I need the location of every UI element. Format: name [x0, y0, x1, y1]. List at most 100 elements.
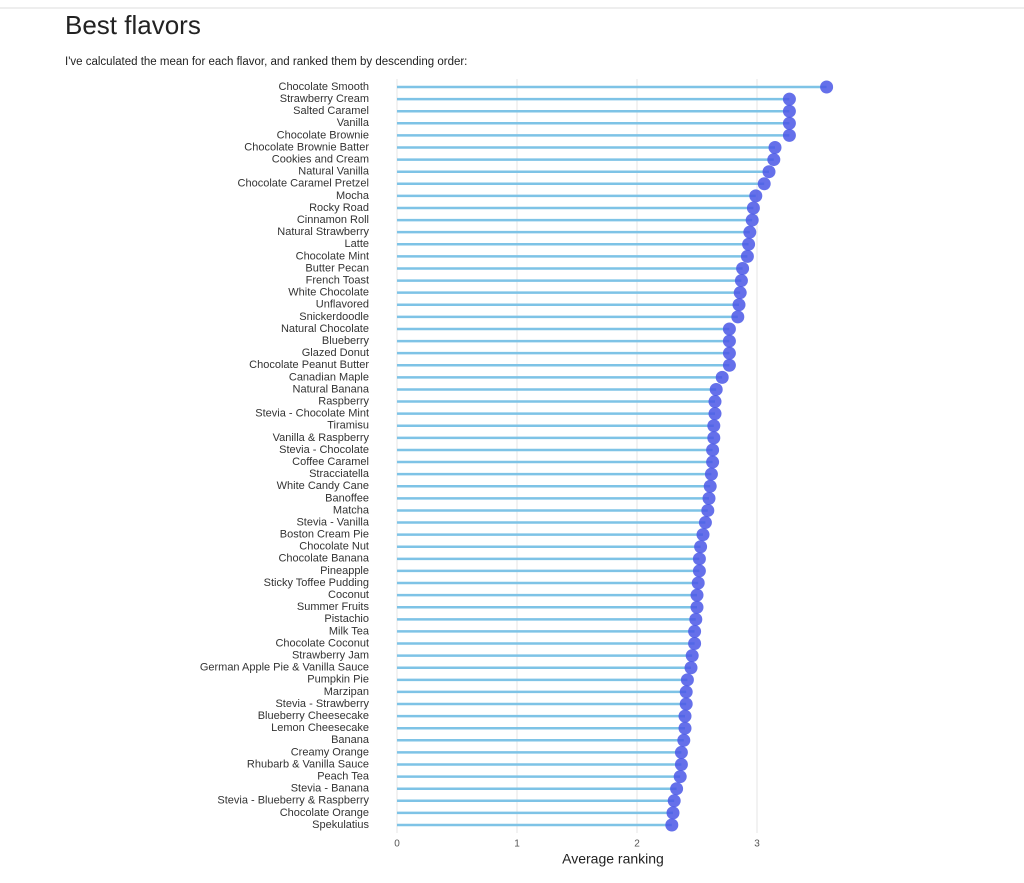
dot	[696, 528, 710, 542]
dot	[782, 128, 796, 142]
category-label: Strawberry Jam	[292, 650, 369, 662]
category-label: Chocolate Coconut	[275, 637, 369, 649]
dot	[722, 358, 736, 372]
category-label: Chocolate Peanut Butter	[249, 359, 369, 371]
dot	[707, 431, 721, 445]
category-label: Unflavored	[316, 299, 369, 311]
category-label: Cinnamon Roll	[297, 214, 369, 226]
dot	[678, 709, 692, 723]
category-label: Tiramisu	[327, 420, 369, 432]
category-label: Chocolate Banana	[278, 553, 369, 565]
dot	[782, 104, 796, 118]
dot	[708, 407, 722, 421]
category-label: Natural Strawberry	[277, 226, 369, 238]
category-label: Chocolate Brownie	[277, 129, 369, 141]
category-label: Stracciatella	[309, 468, 370, 480]
category-label: Blueberry	[322, 335, 370, 347]
category-label: Natural Vanilla	[298, 166, 370, 178]
category-label: Coconut	[328, 589, 369, 601]
category-label: Vanilla	[337, 117, 370, 129]
dot	[673, 770, 687, 784]
category-label: White Candy Cane	[277, 480, 369, 492]
category-label: Chocolate Caramel Pretzel	[238, 178, 369, 190]
category-label: Mocha	[336, 190, 370, 202]
category-label: Spekulatius	[312, 819, 369, 831]
dot	[782, 116, 796, 130]
category-label: Natural Chocolate	[281, 323, 369, 335]
dot	[734, 274, 748, 288]
dot	[706, 443, 720, 457]
category-label: Natural Banana	[293, 383, 370, 395]
dot	[736, 261, 750, 275]
dot	[706, 455, 720, 469]
dot	[709, 382, 723, 396]
category-label: Rocky Road	[309, 202, 369, 214]
dot	[685, 649, 699, 663]
x-tick-label: 1	[514, 839, 520, 850]
category-label: Lemon Cheesecake	[271, 722, 369, 734]
dot	[757, 177, 771, 191]
dot	[688, 624, 702, 638]
chart-subtitle: I've calculated the mean for each flavor…	[65, 56, 467, 68]
dot	[667, 794, 681, 808]
dot	[722, 346, 736, 360]
category-label: Milk Tea	[329, 625, 370, 637]
dot	[704, 467, 718, 481]
category-label: Chocolate Smooth	[279, 81, 370, 93]
category-label: Blueberry Cheesecake	[258, 710, 369, 722]
category-label: Chocolate Mint	[296, 250, 369, 262]
category-label: Matcha	[333, 504, 370, 516]
category-label: Sticky Toffee Pudding	[264, 577, 369, 589]
category-label: Salted Caramel	[293, 105, 369, 117]
dot	[722, 322, 736, 336]
dot	[731, 310, 745, 324]
dot	[690, 600, 704, 614]
dot	[692, 552, 706, 566]
dot	[691, 576, 705, 590]
dot	[698, 516, 712, 530]
dot	[745, 213, 759, 227]
dot	[715, 370, 729, 384]
category-label: Peach Tea	[317, 771, 370, 783]
dot	[694, 540, 708, 554]
dot	[707, 419, 721, 433]
dot	[674, 758, 688, 772]
category-label: Glazed Donut	[302, 347, 369, 359]
dot	[684, 661, 698, 675]
dot	[740, 249, 754, 263]
category-label: Chocolate Brownie Batter	[244, 141, 369, 153]
category-label: Coffee Caramel	[292, 456, 369, 468]
category-label: Strawberry Cream	[280, 93, 369, 105]
category-label: Cookies and Cream	[272, 153, 369, 165]
dot	[762, 165, 776, 179]
dot	[782, 92, 796, 106]
category-label: Vanilla & Raspberry	[273, 432, 370, 444]
category-label: Pumpkin Pie	[307, 674, 369, 686]
category-label: Stevia - Strawberry	[275, 698, 369, 710]
category-label: Marzipan	[324, 686, 369, 698]
dot	[708, 395, 722, 409]
dot	[749, 189, 763, 203]
category-label: French Toast	[306, 274, 369, 286]
category-label: German Apple Pie & Vanilla Sauce	[200, 662, 369, 674]
category-label: Pistachio	[324, 613, 369, 625]
category-label: Canadian Maple	[289, 371, 369, 383]
dot	[703, 479, 717, 493]
dot	[674, 745, 688, 759]
category-label: Stevia - Vanilla	[296, 516, 369, 528]
category-label: Stevia - Blueberry & Raspberry	[217, 795, 369, 807]
category-label: Chocolate Orange	[280, 807, 369, 819]
dot	[666, 806, 680, 820]
dot	[768, 140, 782, 154]
category-label: Creamy Orange	[291, 746, 369, 758]
x-tick-label: 2	[634, 839, 640, 850]
category-label: Snickerdoodle	[299, 311, 369, 323]
dot	[820, 80, 834, 94]
category-label: Latte	[345, 238, 369, 250]
dot	[680, 673, 694, 687]
dot	[690, 588, 704, 602]
dot	[701, 503, 715, 517]
dot	[679, 697, 693, 711]
category-label: Banana	[331, 734, 370, 746]
